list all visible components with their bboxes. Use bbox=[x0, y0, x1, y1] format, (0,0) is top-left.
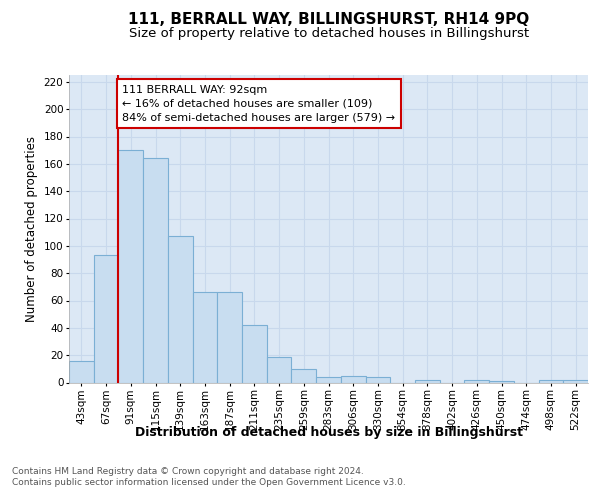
Bar bbox=[489, 381, 514, 382]
Text: 111 BERRALL WAY: 92sqm
← 16% of detached houses are smaller (109)
84% of semi-de: 111 BERRALL WAY: 92sqm ← 16% of detached… bbox=[122, 84, 395, 122]
Bar bbox=[143, 158, 168, 382]
Bar bbox=[316, 377, 341, 382]
Text: Distribution of detached houses by size in Billingshurst: Distribution of detached houses by size … bbox=[135, 426, 523, 439]
Bar bbox=[69, 360, 94, 382]
Bar bbox=[94, 256, 118, 382]
Bar bbox=[464, 380, 489, 382]
Bar bbox=[341, 376, 365, 382]
Bar bbox=[292, 369, 316, 382]
Bar bbox=[267, 356, 292, 382]
Y-axis label: Number of detached properties: Number of detached properties bbox=[25, 136, 38, 322]
Bar bbox=[415, 380, 440, 382]
Bar bbox=[118, 150, 143, 382]
Bar bbox=[539, 380, 563, 382]
Bar bbox=[563, 380, 588, 382]
Bar bbox=[168, 236, 193, 382]
Bar bbox=[242, 325, 267, 382]
Text: 111, BERRALL WAY, BILLINGSHURST, RH14 9PQ: 111, BERRALL WAY, BILLINGSHURST, RH14 9P… bbox=[128, 12, 529, 28]
Text: Contains HM Land Registry data © Crown copyright and database right 2024.
Contai: Contains HM Land Registry data © Crown c… bbox=[12, 468, 406, 487]
Bar bbox=[217, 292, 242, 382]
Text: Size of property relative to detached houses in Billingshurst: Size of property relative to detached ho… bbox=[129, 28, 529, 40]
Bar bbox=[193, 292, 217, 382]
Bar bbox=[365, 377, 390, 382]
